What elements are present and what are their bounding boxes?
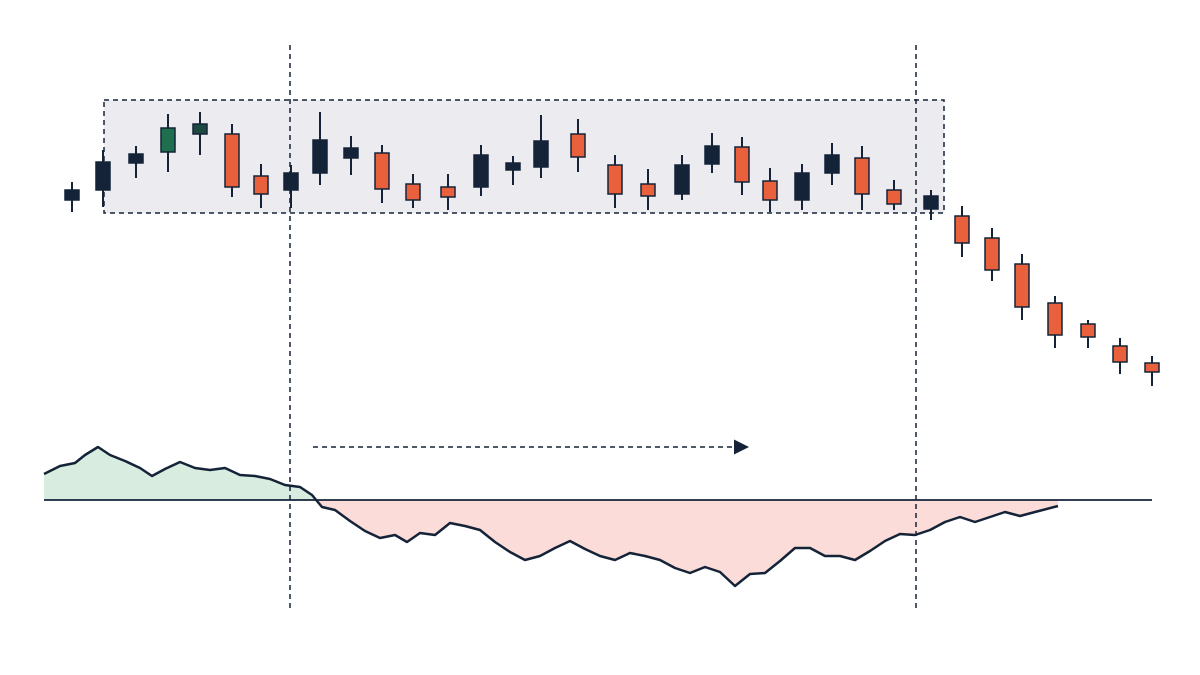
candle-body (1014, 263, 1030, 308)
candle-body (607, 164, 623, 195)
candle-body (1144, 362, 1160, 373)
candle-body (674, 164, 690, 195)
candle-body (505, 162, 521, 171)
candle-body (440, 186, 456, 198)
oscillator-line (43, 445, 1059, 588)
negative-area (44, 500, 1058, 586)
candle-body (312, 139, 328, 174)
candle-body (95, 161, 111, 191)
candle-body (923, 195, 939, 210)
candle-body (533, 140, 549, 168)
candle-body (954, 215, 970, 244)
candle-body (704, 145, 720, 165)
candle-body (160, 127, 176, 153)
candle-body (405, 183, 421, 201)
candle-body (886, 189, 902, 205)
candle-body (1047, 302, 1063, 336)
candle-body (374, 152, 390, 190)
candle-body (854, 157, 870, 195)
candle-body (794, 172, 810, 201)
candle-body (640, 183, 656, 197)
candle-body (343, 147, 359, 159)
candles (64, 112, 1160, 386)
candle-body (253, 175, 269, 195)
candle-body (283, 172, 299, 191)
candle-body (1080, 323, 1096, 338)
candle-body (473, 154, 489, 188)
candle-body (762, 180, 778, 201)
oscillator (43, 445, 1152, 588)
candle-body (824, 154, 840, 174)
candle-body (192, 123, 208, 135)
candle-body (984, 237, 1000, 271)
candle-body (1112, 345, 1128, 363)
candle-body (570, 133, 586, 158)
candle-body (734, 146, 750, 183)
candle-body (224, 133, 240, 188)
candle-body (64, 189, 80, 201)
candle-body (128, 153, 144, 164)
